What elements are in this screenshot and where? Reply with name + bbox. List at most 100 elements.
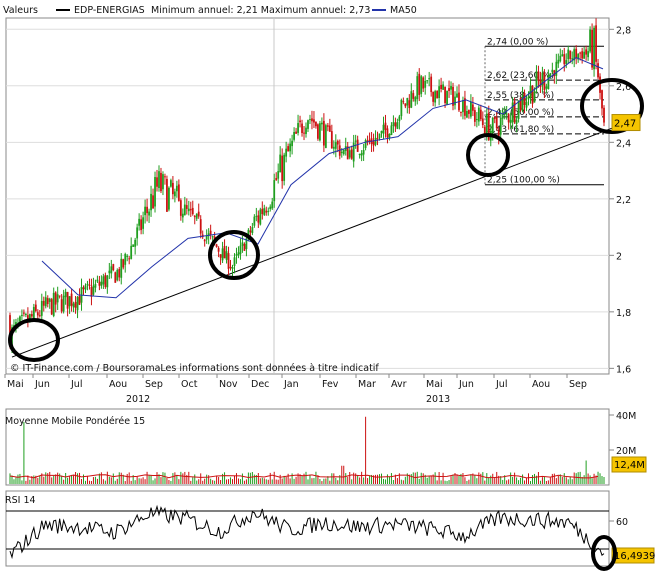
candle-body (360, 153, 363, 156)
candle-body (317, 124, 319, 139)
candle-body (324, 125, 327, 148)
candle-body (150, 193, 152, 211)
candle-body (414, 97, 417, 102)
candle-body (394, 122, 397, 127)
candle-body (454, 96, 456, 106)
candle-body (481, 118, 484, 126)
ma50-line (41, 56, 604, 299)
candle-body (58, 295, 61, 297)
candle-body (392, 122, 395, 126)
rsi-last-box (611, 547, 655, 564)
candle-body (368, 139, 371, 141)
candle-body (46, 298, 49, 305)
candle-body (191, 207, 194, 215)
candle-body (249, 230, 252, 233)
highlight-circle (580, 78, 644, 134)
candle-body (491, 117, 494, 134)
candle-body (577, 54, 580, 60)
month-label: Avr (391, 379, 407, 390)
candle-body (209, 230, 212, 235)
candle-body (398, 116, 401, 122)
candle-body (42, 300, 45, 306)
candle-body (110, 266, 113, 274)
candle-body (251, 227, 254, 234)
candle-body (34, 304, 37, 312)
candle-body (517, 100, 520, 119)
ma50-label: MA50 (390, 5, 417, 16)
candle-body (420, 76, 423, 94)
candle-body (350, 149, 353, 159)
candle-body (134, 239, 137, 247)
candle-body (475, 118, 478, 120)
candle-body (114, 272, 117, 283)
candle-body (466, 111, 468, 118)
candle-body (235, 254, 238, 256)
candle-body (199, 219, 202, 234)
candle-body (281, 155, 284, 182)
candle-body (460, 111, 462, 113)
candle-body (285, 148, 288, 157)
candle-body (38, 315, 41, 317)
candle-body (557, 59, 560, 64)
volume-panel: Moyenne Mobile Pondérée 15 40M 20M 12,4M (5, 408, 647, 486)
candle-body (322, 120, 325, 146)
candle-body (52, 292, 55, 316)
candle-body (60, 299, 63, 312)
candle-body (48, 298, 51, 302)
candle-body (269, 206, 272, 209)
candle-body (529, 85, 532, 98)
rsi-tick-label: 60 (616, 517, 628, 528)
candle-body (197, 211, 200, 217)
candle-body (559, 55, 562, 62)
candle-body (404, 103, 407, 107)
candle-body (32, 306, 35, 319)
month-label: Nov (219, 379, 238, 390)
candle-body (203, 239, 206, 242)
candle-body (356, 139, 359, 152)
candle-body (313, 119, 315, 123)
candle-body (442, 84, 444, 90)
candle-body (507, 114, 510, 123)
candle-body (535, 71, 538, 90)
volume-panel-frame (5, 408, 610, 486)
candle-body (430, 76, 433, 93)
fibonacci-label: 2,62 (23,60 %) (487, 71, 554, 81)
candle-body (54, 292, 57, 305)
candle-body (406, 98, 409, 106)
candle-body (233, 257, 236, 266)
candle-body (593, 27, 595, 70)
candle-body (128, 258, 131, 260)
price-tick-label: 2,6 (616, 82, 631, 93)
volume-ma-line (9, 474, 599, 479)
candle-body (444, 86, 446, 104)
candle-body (44, 297, 47, 307)
candle-body (144, 206, 146, 216)
rsi-y-ticks: 60 (609, 517, 628, 528)
candle-body (217, 247, 220, 252)
candle-body (426, 80, 429, 82)
candle-body (563, 54, 566, 65)
candle-body (311, 118, 313, 122)
fibonacci-label: 2,43 (61,80 %) (487, 125, 554, 135)
rsi-panel-frame (5, 490, 610, 567)
candle-body (352, 142, 355, 162)
price-tick-label: 1,8 (616, 308, 631, 319)
candle-body (72, 303, 75, 308)
month-label: Jun (34, 379, 50, 390)
candle-body (239, 245, 242, 255)
candle-body (279, 154, 282, 173)
candle-body (76, 296, 79, 311)
highlight-circles (8, 78, 644, 362)
candle-body (301, 123, 303, 134)
candle-body (231, 266, 234, 270)
candle-body (219, 254, 222, 258)
fibonacci-label: 2,74 (0,00 %) (487, 37, 548, 47)
candle-body (160, 172, 162, 192)
candle-body (92, 285, 95, 295)
candle-body (547, 75, 550, 90)
month-label: Jun (458, 379, 474, 390)
volume-tick-label: 40M (616, 411, 636, 422)
candle-body (271, 201, 274, 209)
candle-body (164, 176, 166, 178)
candle-body (567, 49, 570, 60)
